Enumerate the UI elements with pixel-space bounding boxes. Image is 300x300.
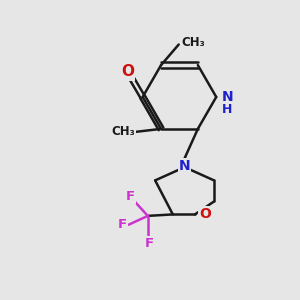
Text: N: N: [179, 159, 190, 173]
Text: O: O: [199, 207, 211, 221]
Text: F: F: [118, 218, 127, 231]
Text: H: H: [222, 103, 233, 116]
Text: F: F: [126, 190, 135, 203]
Text: O: O: [122, 64, 134, 80]
Text: N: N: [222, 90, 233, 104]
Text: F: F: [145, 237, 154, 250]
Text: CH₃: CH₃: [112, 125, 136, 138]
Text: CH₃: CH₃: [181, 36, 205, 49]
